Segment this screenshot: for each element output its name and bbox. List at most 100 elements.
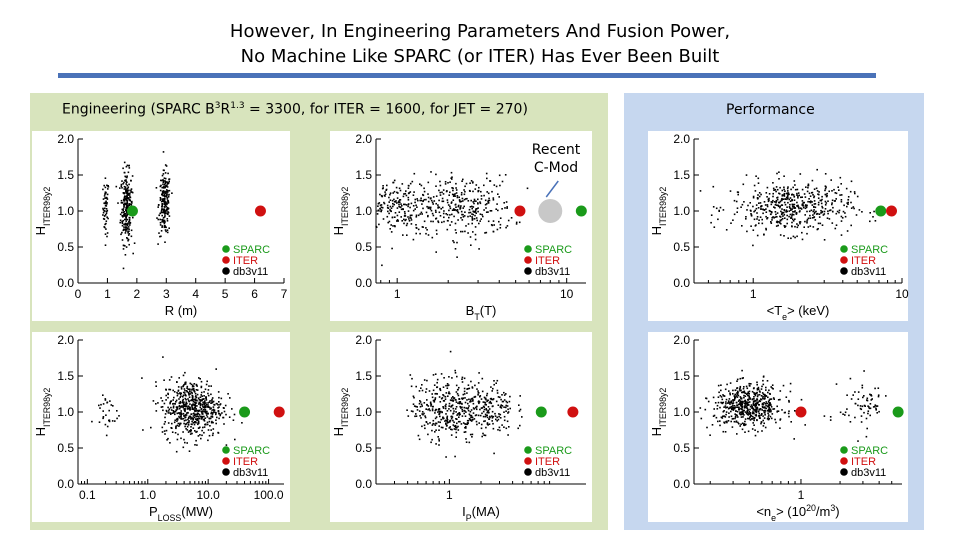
data-point [499,405,502,408]
data-point [195,415,197,418]
data-point [483,401,486,404]
data-point [194,430,196,432]
data-point [182,398,184,401]
data-point [483,434,485,436]
data-point [197,397,200,399]
data-point [757,404,760,406]
data-point [772,216,774,218]
data-point [526,187,529,190]
data-point [163,191,165,193]
data-point [163,198,166,201]
data-point [825,195,828,198]
data-point [797,224,799,227]
data-point [217,410,220,412]
data-point [176,381,178,383]
sparc-point [875,205,887,217]
data-point [483,420,485,423]
data-point [430,209,433,212]
data-point [219,404,221,406]
legend-label: SPARC [851,445,888,457]
data-point [769,415,772,418]
data-point [780,218,783,221]
data-point [808,192,811,195]
data-point [791,215,793,217]
data-point [161,204,163,206]
data-point [191,399,194,402]
data-point [850,398,853,400]
data-point [496,416,498,419]
data-point [130,188,133,190]
data-point [483,194,485,197]
data-point [159,224,162,226]
data-point [719,424,721,427]
data-point [844,414,846,416]
data-point [167,412,170,414]
data-point [108,420,111,423]
data-point [853,191,856,193]
data-point [831,199,834,202]
data-point [211,413,214,415]
data-point [447,384,450,386]
data-point [392,202,394,205]
data-point [475,414,478,416]
sparc-point [126,205,138,217]
data-point [106,235,108,238]
data-point [118,415,120,417]
data-point [115,185,118,188]
data-point [405,190,407,192]
data-point [106,209,109,212]
data-point [186,407,189,409]
data-point [484,413,487,416]
data-point [819,222,822,225]
data-point [125,216,127,219]
data-point [467,388,469,390]
data-point [442,407,445,409]
iter-point [273,406,285,418]
data-point [461,415,464,417]
data-point [390,231,393,233]
data-point [757,430,759,433]
data-point [792,211,794,213]
data-point [196,410,198,412]
data-point [172,405,175,407]
data-point [382,218,385,220]
data-point [778,221,780,223]
data-point [104,233,107,235]
data-point [475,209,477,211]
data-point [775,421,777,424]
sparc-point [535,406,547,418]
data-point [411,377,413,380]
data-point [182,405,185,408]
data-point [200,418,203,420]
data-point [742,377,744,379]
data-point [173,421,176,424]
data-point [773,217,775,219]
data-point [418,438,421,441]
data-point [445,456,447,458]
data-point [768,209,771,212]
data-point [168,388,170,391]
data-point [724,416,727,418]
data-point [192,403,194,405]
data-point [779,205,782,207]
data-point [184,394,187,396]
data-point [744,399,747,402]
data-point [201,429,203,432]
data-point [445,403,447,406]
data-point [748,390,751,393]
data-point [460,407,462,409]
data-point [825,193,827,196]
data-point [731,426,734,428]
data-point [466,392,468,394]
data-point [449,426,451,428]
data-point [446,383,449,385]
data-point [756,406,759,409]
data-point [432,196,435,198]
data-point [166,184,168,187]
data-point [196,385,198,387]
data-point [206,410,208,413]
data-point [741,405,744,408]
data-point [459,405,461,408]
data-point [117,202,119,204]
legend-label: ITER [233,255,258,267]
